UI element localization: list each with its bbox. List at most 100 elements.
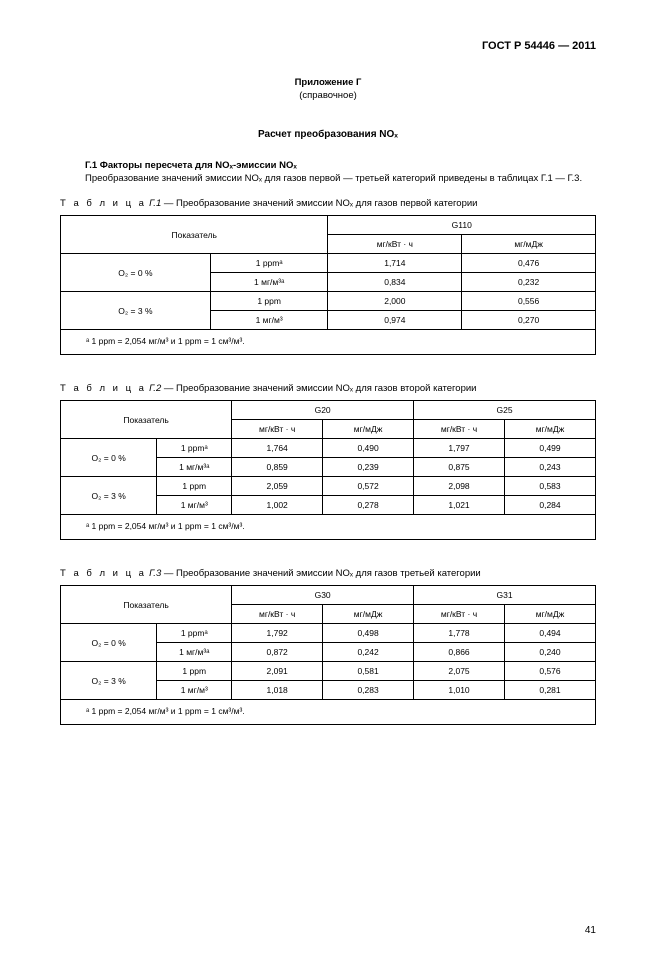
table1-o2-0: O₂ = 0 %: [61, 254, 211, 292]
table3-r1-a2: 0,242: [323, 643, 414, 662]
document-page: ГОСТ Р 54446 — 2011 Приложение Г (справо…: [0, 0, 646, 966]
table2-r3-a1: 1,002: [232, 496, 323, 515]
table2-r1-a2: 0,239: [323, 458, 414, 477]
table2-r0-b2: 0,499: [505, 439, 596, 458]
appendix-note: (справочное): [60, 90, 596, 101]
table1-caption-prefix: Т а б л и ц а: [60, 198, 146, 209]
table3-r1-b2: 0,240: [505, 643, 596, 662]
table1-o2-3: O₂ = 3 %: [61, 292, 211, 330]
table2-r3-b2: 0,284: [505, 496, 596, 515]
table2-unit-a1: мг/кВт · ч: [232, 420, 323, 439]
table2-caption-prefix: Т а б л и ц а: [60, 383, 146, 394]
table2-r3-a2: 0,278: [323, 496, 414, 515]
table1-unit2: мг/мДж: [462, 235, 596, 254]
table2-r1-u: 1 мг/м³ᵃ: [157, 458, 232, 477]
table2-param-header: Показатель: [61, 401, 232, 439]
table2-o2-0: O₂ = 0 %: [61, 439, 157, 477]
table2-r0-a2: 0,490: [323, 439, 414, 458]
table2-r0-u: 1 ppmᵃ: [157, 439, 232, 458]
table3-gas1: G30: [232, 586, 414, 605]
table3-r0-u: 1 ppmᵃ: [157, 624, 232, 643]
table2-gas1: G20: [232, 401, 414, 420]
table2-r1-b1: 0,875: [414, 458, 505, 477]
table3-caption-num: Г.3: [149, 568, 161, 579]
table2-r2-a2: 0,572: [323, 477, 414, 496]
table3-r2-u: 1 ppm: [157, 662, 232, 681]
table3-r3-b2: 0,281: [505, 681, 596, 700]
table3-param-header: Показатель: [61, 586, 232, 624]
table2-gas2: G25: [414, 401, 596, 420]
table3-footnote: ᵃ 1 ppm = 2,054 мг/м³ и 1 ppm = 1 см³/м³…: [86, 706, 245, 716]
table3-r1-a1: 0,872: [232, 643, 323, 662]
table3-o2-3: O₂ = 3 %: [61, 662, 157, 700]
table3-unit-a2: мг/мДж: [323, 605, 414, 624]
table2-caption-text: — Преобразование значений эмиссии NOₓ дл…: [161, 383, 476, 394]
table2-o2-3: O₂ = 3 %: [61, 477, 157, 515]
table3-unit-a1: мг/кВт · ч: [232, 605, 323, 624]
table1-r2-v2: 0,556: [462, 292, 596, 311]
table1-gas: G110: [328, 216, 596, 235]
doc-code: ГОСТ Р 54446 — 2011: [60, 40, 596, 52]
table2-unit-a2: мг/мДж: [323, 420, 414, 439]
table2-r1-a1: 0,859: [232, 458, 323, 477]
table1-r1-v2: 0,232: [462, 273, 596, 292]
table3-r3-a1: 1,018: [232, 681, 323, 700]
table3-r2-b2: 0,576: [505, 662, 596, 681]
page-number: 41: [60, 925, 596, 936]
table1-unit1: мг/кВт · ч: [328, 235, 462, 254]
table3-r2-a1: 2,091: [232, 662, 323, 681]
table3-r1-u: 1 мг/м³ᵃ: [157, 643, 232, 662]
table1-r0-u: 1 ppmᵃ: [210, 254, 328, 273]
table1-r0-v2: 0,476: [462, 254, 596, 273]
table1-r3-u: 1 мг/м³: [210, 311, 328, 330]
table2-r2-a1: 2,059: [232, 477, 323, 496]
table3-caption-text: — Преобразование значений эмиссии NOₓ дл…: [161, 568, 481, 579]
table1-r0-v1: 1,714: [328, 254, 462, 273]
table2: Показатель G20 G25 мг/кВт · ч мг/мДж мг/…: [60, 400, 596, 540]
table3-unit-b2: мг/мДж: [505, 605, 596, 624]
table2-r0-b1: 1,797: [414, 439, 505, 458]
table1-r1-v1: 0,834: [328, 273, 462, 292]
table3-caption: Т а б л и ц а Г.3 — Преобразование значе…: [60, 568, 596, 579]
table1-r1-u: 1 мг/м³ᵃ: [210, 273, 328, 292]
table3-footnote-cell: ᵃ 1 ppm = 2,054 мг/м³ и 1 ppm = 1 см³/м³…: [61, 700, 596, 725]
table3: Показатель G30 G31 мг/кВт · ч мг/мДж мг/…: [60, 585, 596, 725]
table2-unit-b1: мг/кВт · ч: [414, 420, 505, 439]
table3-gas2: G31: [414, 586, 596, 605]
table2-caption-num: Г.2: [149, 383, 161, 394]
paragraph-text: Преобразование значений эмиссии NOₓ для …: [60, 173, 596, 184]
table3-r3-a2: 0,283: [323, 681, 414, 700]
table1-caption-num: Г.1: [149, 198, 161, 209]
table2-caption: Т а б л и ц а Г.2 — Преобразование значе…: [60, 383, 596, 394]
table1-r3-v2: 0,270: [462, 311, 596, 330]
table3-unit-b1: мг/кВт · ч: [414, 605, 505, 624]
table1: Показатель G110 мг/кВт · ч мг/мДж O₂ = 0…: [60, 215, 596, 355]
table3-r2-b1: 2,075: [414, 662, 505, 681]
table2-r0-a1: 1,764: [232, 439, 323, 458]
table1-caption: Т а б л и ц а Г.1 — Преобразование значе…: [60, 198, 596, 209]
table3-r0-b2: 0,494: [505, 624, 596, 643]
table2-r1-b2: 0,243: [505, 458, 596, 477]
table3-r2-a2: 0,581: [323, 662, 414, 681]
table1-r2-v1: 2,000: [328, 292, 462, 311]
table3-r3-b1: 1,010: [414, 681, 505, 700]
section-title: Расчет преобразования NOₓ: [60, 129, 596, 140]
table3-r0-b1: 1,778: [414, 624, 505, 643]
table1-param-header: Показатель: [61, 216, 328, 254]
table1-footnote-cell: ᵃ 1 ppm = 2,054 мг/м³ и 1 ppm = 1 см³/м³…: [61, 330, 596, 355]
table1-caption-text: — Преобразование значений эмиссии NOₓ дл…: [161, 198, 477, 209]
table3-r0-a1: 1,792: [232, 624, 323, 643]
paragraph-heading: Г.1 Факторы пересчета для NOₓ-эмиссии NO…: [60, 160, 596, 171]
table3-caption-prefix: Т а б л и ц а: [60, 568, 146, 579]
table1-r3-v1: 0,974: [328, 311, 462, 330]
table2-r3-u: 1 мг/м³: [157, 496, 232, 515]
table2-unit-b2: мг/мДж: [505, 420, 596, 439]
table3-r0-a2: 0,498: [323, 624, 414, 643]
table2-r2-u: 1 ppm: [157, 477, 232, 496]
table2-footnote-cell: ᵃ 1 ppm = 2,054 мг/м³ и 1 ppm = 1 см³/м³…: [61, 515, 596, 540]
table2-r2-b1: 2,098: [414, 477, 505, 496]
table2-r3-b1: 1,021: [414, 496, 505, 515]
table2-r2-b2: 0,583: [505, 477, 596, 496]
appendix-letter: Приложение Г: [60, 77, 596, 88]
table3-r3-u: 1 мг/м³: [157, 681, 232, 700]
